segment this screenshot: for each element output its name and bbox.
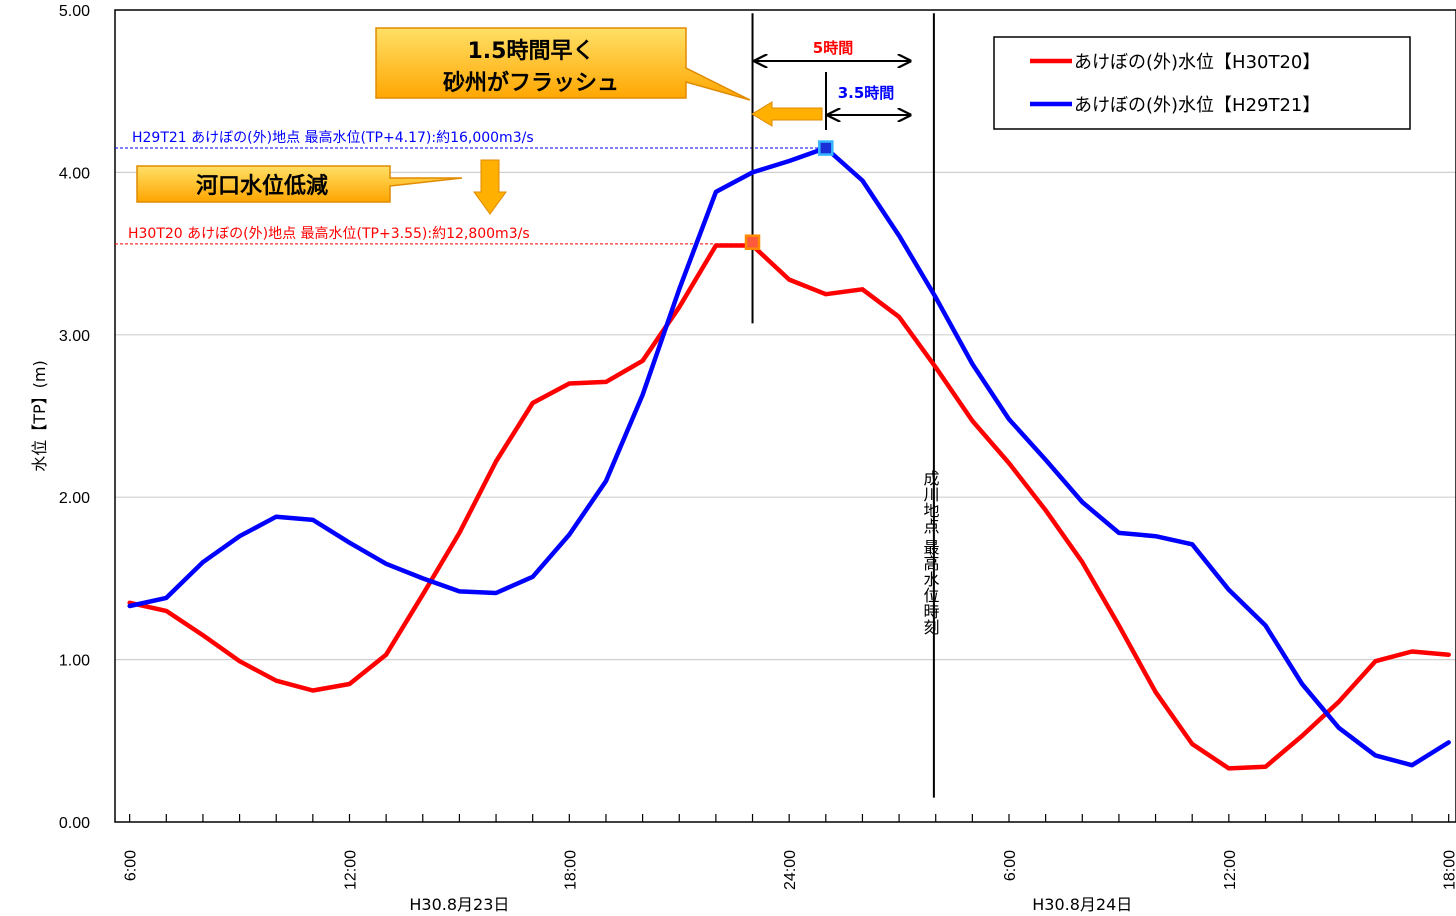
- peak-markers: [744, 140, 834, 250]
- x-tick-label: 6:00: [123, 850, 140, 881]
- gridlines: [115, 171, 1456, 661]
- date-label: H30.8月24日: [1032, 895, 1132, 914]
- x-tick-label: 24:00: [782, 850, 799, 890]
- legend-label-h30: あけぼの(外)水位【H30T20】: [1074, 52, 1320, 73]
- narukawa-peak-label: 成川地点 最高水位時刻: [921, 470, 940, 636]
- y-tick-label: 5.00: [59, 3, 90, 20]
- h30-peak-label: H30T20 あけぼの(外)地点 最高水位(TP+3.55):約12,800m3…: [128, 225, 530, 242]
- x-tick-label: 12:00: [342, 850, 359, 890]
- date-label: H30.8月23日: [409, 895, 509, 914]
- flash-callout-line-2: 砂州がフラッシュ: [443, 70, 619, 96]
- shift-arrow-icon: [751, 101, 823, 127]
- x-tick-label: 6:00: [1002, 850, 1019, 881]
- series-line-h29t21: [127, 145, 1451, 768]
- flash-callout-line-1: 1.5時間早く: [468, 39, 595, 64]
- x-tick-labels: 6:00 12:00 18:00 24:00 6:00 12:00 18:00: [123, 850, 1456, 890]
- span-35h-label: 3.5時間: [838, 84, 895, 102]
- x-tick-label: 18:00: [562, 850, 579, 890]
- y-tick-label: 0.00: [59, 815, 90, 832]
- down-arrow-icon: [473, 159, 507, 215]
- legend-label-h29: あけぼの(外)水位【H29T21】: [1074, 95, 1320, 116]
- y-axis-title: 水位【TP】(m): [30, 360, 49, 472]
- reference-lines: [115, 147, 826, 245]
- legend: あけぼの(外)水位【H30T20】 あけぼの(外)水位【H29T21】: [993, 36, 1411, 130]
- mouth-callout-text: 河口水位低減: [196, 173, 328, 199]
- legend-box: [993, 36, 1411, 130]
- y-tick-labels: 0.00 1.00 2.00 3.00 4.00 5.00: [59, 3, 90, 832]
- x-tick-label: 18:00: [1442, 850, 1456, 890]
- y-tick-label: 4.00: [59, 165, 90, 182]
- x-tick-label: 12:00: [1222, 850, 1239, 890]
- series-layer: [127, 145, 1451, 771]
- peak-marker: [818, 140, 834, 156]
- flash-callout-box: [375, 27, 751, 101]
- date-labels: H30.8月23日 H30.8月24日: [409, 895, 1132, 914]
- mouth-callout-box: [136, 165, 463, 203]
- h29-peak-label: H29T21 あけぼの(外)地点 最高水位(TP+4.17):約16,000m3…: [132, 129, 534, 146]
- vertical-lines: [751, 13, 935, 798]
- plot-frame: [114, 9, 1456, 823]
- span-5h-label: 5時間: [813, 39, 853, 57]
- y-tick-label: 3.00: [59, 328, 90, 345]
- peak-marker: [744, 234, 761, 250]
- y-tick-label: 2.00: [59, 490, 90, 507]
- series-line-h30t20: [127, 243, 1451, 771]
- x-tick-marks: [129, 814, 1450, 822]
- mouth-callout: 河口水位低減: [136, 165, 463, 203]
- flash-callout: 1.5時間早く 砂州がフラッシュ: [375, 27, 751, 101]
- y-tick-label: 1.00: [59, 653, 90, 670]
